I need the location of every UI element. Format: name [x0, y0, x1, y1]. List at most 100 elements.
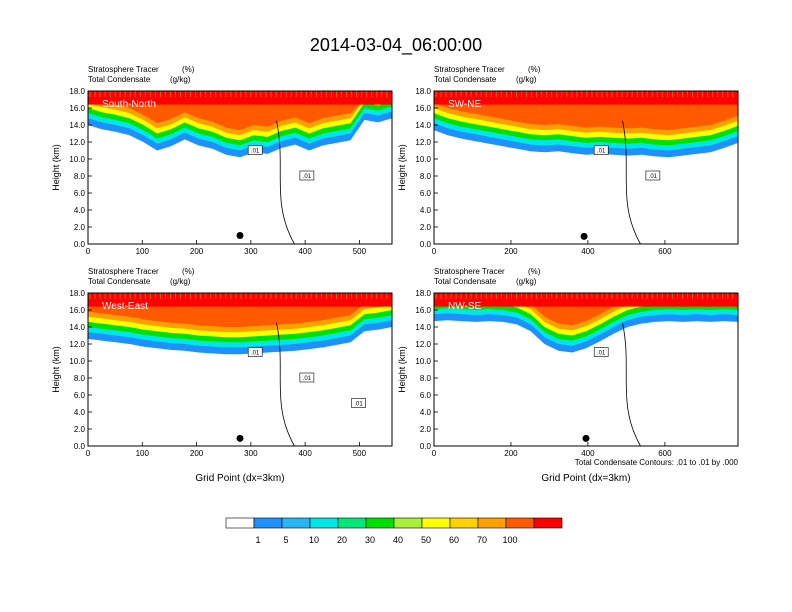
x-axis-label: Grid Point (dx=3km)	[541, 473, 630, 484]
subtitle-line-2: Total Condensate	[88, 277, 151, 286]
tracer-field	[434, 91, 738, 244]
contour-label-box	[247, 145, 263, 155]
location-marker	[580, 232, 588, 240]
colorbar-label: 60	[449, 535, 459, 545]
y-tick-label: 8.0	[420, 374, 432, 383]
x-tick-label: 0	[432, 247, 437, 256]
colorbar-swatch	[253, 517, 283, 529]
contour-label: .01	[303, 376, 312, 382]
page-title: 2014-03-04_06:00:00	[310, 35, 482, 56]
x-axis-label: Grid Point (dx=3km)	[195, 473, 284, 484]
y-tick-label: 10.0	[69, 357, 85, 366]
colorbar-label: 50	[421, 535, 431, 545]
y-tick-label: 2.0	[74, 425, 86, 434]
y-tick-label: 18.0	[69, 289, 85, 298]
colorbar-swatch	[505, 517, 535, 529]
y-tick-label: 4.0	[74, 408, 86, 417]
y-tick-label: 14.0	[415, 323, 431, 332]
y-tick-label: 14.0	[69, 323, 85, 332]
contour-label-box	[351, 398, 366, 408]
x-tick-label: 200	[504, 247, 518, 256]
y-tick-label: 8.0	[420, 172, 432, 181]
x-tick-label: 0	[86, 449, 91, 458]
y-tick-label: 18.0	[415, 289, 431, 298]
panel-label: West-East	[102, 301, 148, 312]
colorbar-swatch	[477, 517, 507, 529]
condensate-contour	[276, 322, 295, 446]
panel-frame	[87, 90, 393, 245]
location-marker	[236, 232, 244, 239]
y-tick-label: 18.0	[69, 87, 85, 96]
x-tick-label: 600	[658, 247, 672, 256]
colorbar-swatch	[225, 517, 255, 529]
subtitle-unit-1: (%)	[182, 65, 195, 74]
contour-label-box	[247, 347, 263, 357]
y-tick-label: 0.0	[74, 442, 86, 451]
y-tick-label: 4.0	[420, 206, 432, 215]
colorbar-label: 10	[309, 535, 319, 545]
contour-label: .01	[303, 174, 312, 180]
subtitle-unit-1: (%)	[182, 267, 195, 276]
chart-panel-4: .01 0 200 400 600 0.0 2.0 4.0 6.0 8.0 10.0 12.0 14.0…	[397, 267, 739, 484]
colorbar-swatch	[393, 517, 423, 529]
colorbar-swatch	[449, 517, 479, 529]
x-tick-label: 0	[432, 449, 437, 458]
y-axis-label: Height (km)	[397, 346, 407, 393]
y-tick-label: 6.0	[74, 189, 86, 198]
colorbar-swatch	[365, 517, 395, 529]
y-tick-label: 6.0	[74, 391, 86, 400]
x-tick-label: 500	[353, 449, 367, 458]
contour-label: .01	[597, 351, 606, 357]
y-tick-label: 0.0	[420, 442, 432, 451]
chart-panel-3: .01 .01 .01 0 100 200 300 400 500 0.0 2.0 4.0 6.0 8.0…	[51, 267, 393, 484]
y-tick-label: 12.0	[69, 340, 85, 349]
y-tick-label: 0.0	[74, 240, 86, 249]
y-tick-label: 12.0	[69, 138, 85, 147]
colorbar-label: 100	[502, 535, 517, 545]
panels-group: .01 .01 0 100 200 300 400 500 0.0 2.0 4.0 6.0 8.0 10.…	[51, 65, 739, 484]
contour-footnote: Total Condensate Contours: .01 to .01 by…	[575, 458, 739, 467]
y-tick-label: 16.0	[415, 306, 431, 315]
colorbar-label: 30	[365, 535, 375, 545]
contour-label: .01	[251, 149, 260, 155]
subtitle-unit-2: (g/kg)	[516, 277, 537, 286]
y-tick-label: 2.0	[74, 223, 86, 232]
x-tick-label: 200	[190, 247, 204, 256]
colorbar-label: 40	[393, 535, 403, 545]
contour-label-box	[299, 372, 315, 383]
subtitle-unit-2: (g/kg)	[170, 277, 191, 286]
panel-label: NW-SE	[448, 301, 481, 312]
y-tick-label: 8.0	[74, 374, 86, 383]
contour-label: .01	[354, 402, 363, 408]
condensate-contour	[276, 120, 295, 244]
panel-label: SW-NE	[448, 99, 481, 110]
subtitle-line-1: Stratosphere Tracer	[88, 267, 159, 276]
y-tick-label: 6.0	[420, 189, 432, 198]
colorbar-swatch	[281, 517, 311, 529]
y-tick-label: 16.0	[415, 104, 431, 113]
y-axis-label: Height (km)	[397, 144, 407, 191]
contour-label: .01	[251, 351, 260, 357]
location-marker	[582, 434, 590, 442]
colorbar-swatch	[337, 517, 367, 529]
colorbar-swatch	[309, 517, 339, 529]
x-tick-label: 300	[244, 449, 258, 458]
subtitle-line-1: Stratosphere Tracer	[434, 267, 505, 276]
y-tick-label: 16.0	[69, 104, 85, 113]
x-tick-label: 100	[136, 449, 150, 458]
x-tick-label: 300	[244, 247, 258, 256]
y-tick-label: 4.0	[420, 408, 432, 417]
panel-frame	[87, 292, 393, 447]
panel-label: South-North	[102, 99, 156, 110]
y-axis-label: Height (km)	[51, 346, 61, 393]
colorbar-label: 5	[283, 535, 288, 545]
x-tick-label: 500	[353, 247, 367, 256]
x-tick-label: 400	[581, 247, 595, 256]
chart-panel-2: .01 .01 0 200 400 600 0.0 2.0 4.0 6.0 8.0 10.0 12.0 1…	[397, 65, 739, 256]
contour-label-box	[645, 170, 661, 181]
y-tick-label: 14.0	[69, 121, 85, 130]
colorbar-label: 70	[477, 535, 487, 545]
panel-frame	[433, 292, 739, 447]
y-tick-label: 2.0	[420, 425, 432, 434]
